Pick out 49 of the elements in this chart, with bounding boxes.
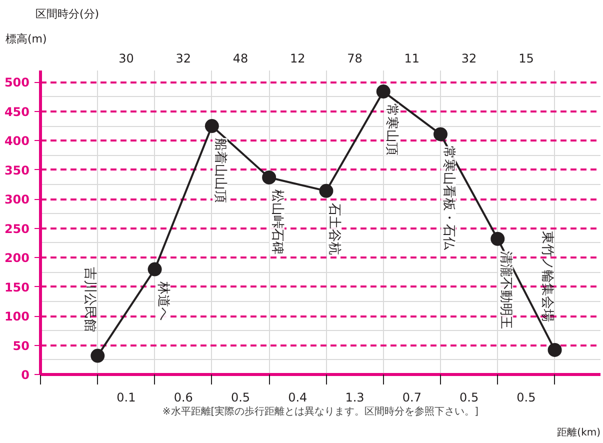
x-tick-label: 林道へ [155, 280, 170, 320]
text: 12 [290, 52, 306, 66]
x-tick-label: 船着山山頂 [212, 138, 228, 204]
x-tick-label: 清瀧不動明王 [498, 250, 514, 329]
text: 0.5 [460, 390, 479, 404]
y-tick-label: 500 [4, 76, 30, 90]
x-tick-label: 常寒山頂 [384, 104, 400, 156]
point [90, 348, 105, 363]
y-tick-label: 50 [12, 338, 30, 353]
point [548, 342, 562, 357]
x-axis-title: 距離(km) [557, 426, 601, 438]
text: 48 [232, 52, 248, 66]
text: 0.5 [230, 390, 250, 404]
text: 11 [404, 52, 420, 66]
y-tick-label: 400 [4, 134, 30, 148]
point [490, 232, 505, 246]
y-tick-label: 100 [4, 310, 30, 324]
text: ※水平距離[実際の歩行距離とは異なります。区間時分を参照下さい。] [162, 406, 479, 418]
point [148, 262, 162, 276]
text: 0.1 [116, 390, 136, 404]
point [204, 119, 219, 134]
point [376, 84, 390, 99]
x-tick-label: 松山峠石碑 [270, 189, 285, 254]
text: 0.4 [288, 390, 308, 404]
x-tick-label: 東竹ノ輪集会場 [539, 230, 554, 322]
text: 15 [518, 52, 534, 66]
point [434, 127, 448, 142]
y-tick-label: 450 [4, 104, 30, 119]
chart-title: 区間時分(分) [36, 8, 100, 20]
y-tick-label: 300 [4, 192, 30, 207]
y-axis-title: 標高(m) [6, 32, 47, 46]
text: 1.3 [345, 390, 364, 404]
y-tick-label: 250 [4, 222, 30, 236]
text: 30 [118, 52, 134, 66]
text: 32 [461, 52, 477, 66]
text: 0.5 [516, 390, 536, 404]
x-tick-label: 石土谷杭 [326, 202, 342, 255]
y-tick-label: 200 [4, 251, 30, 266]
x-tick-label: 常寒山看板・石仏 [441, 146, 457, 252]
text: 0.7 [402, 390, 422, 404]
y-tick-label: 150 [4, 280, 30, 294]
y-tick-label: 350 [4, 163, 30, 178]
text: 0.6 [174, 390, 193, 404]
point [319, 184, 334, 198]
y-tick-label: 0 [21, 368, 30, 382]
x-tick-label: 吉川公民館 [82, 266, 98, 332]
text: 32 [176, 52, 192, 66]
text: 78 [347, 52, 362, 66]
point [262, 170, 276, 184]
